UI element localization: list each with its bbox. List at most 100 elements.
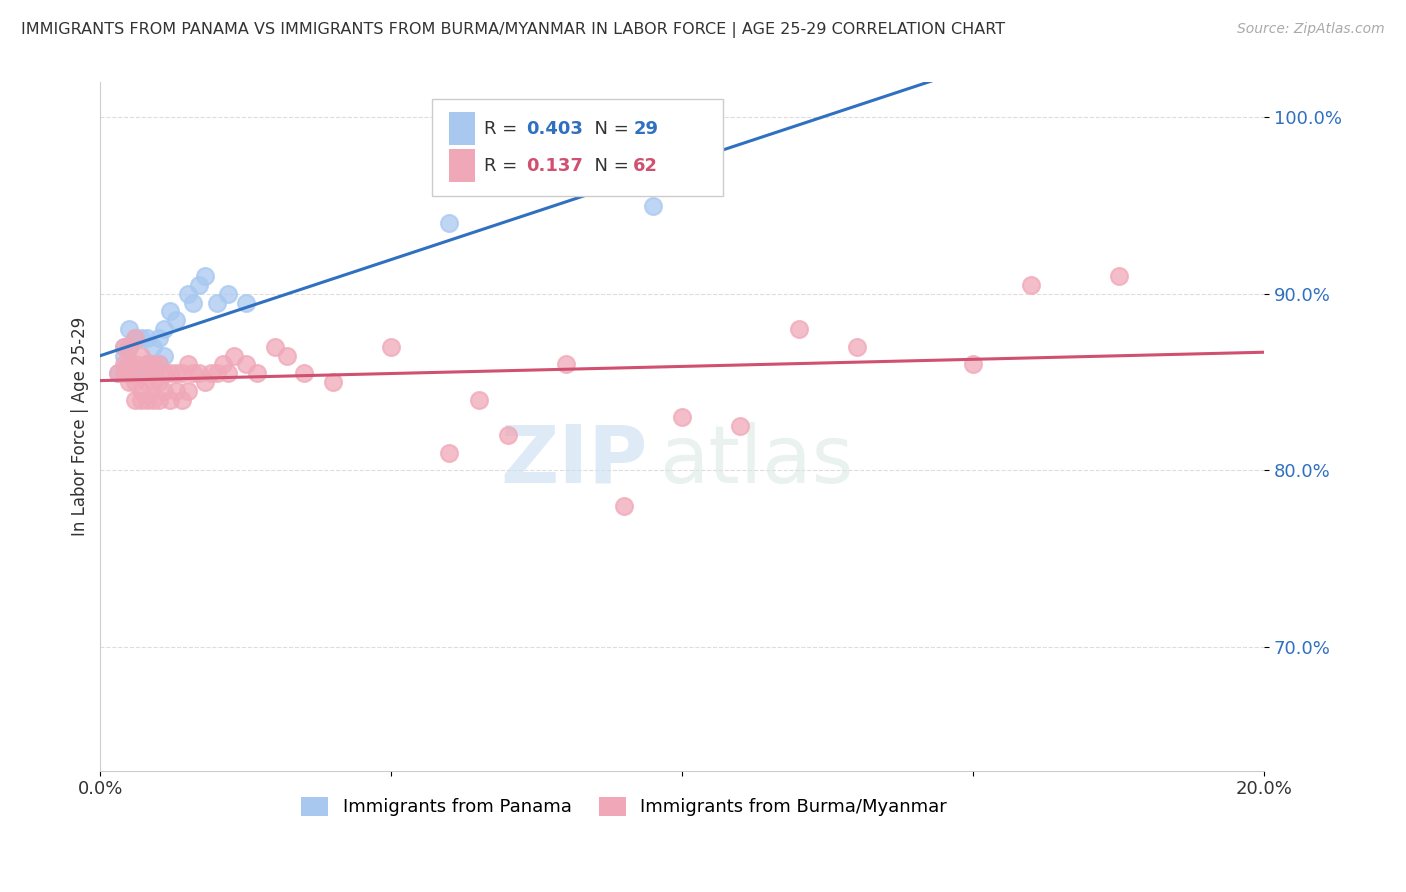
Point <box>112 340 135 354</box>
Point <box>194 375 217 389</box>
Point <box>176 286 198 301</box>
Point <box>153 367 176 381</box>
Point <box>124 392 146 407</box>
Point <box>217 286 239 301</box>
Point <box>165 367 187 381</box>
Point <box>142 340 165 354</box>
Point <box>118 340 141 354</box>
Text: 0.137: 0.137 <box>526 157 583 175</box>
Point <box>380 340 402 354</box>
Point <box>1108 269 1130 284</box>
Point <box>135 392 157 407</box>
Point <box>165 313 187 327</box>
Point <box>188 367 211 381</box>
Point <box>129 384 152 398</box>
Point <box>170 392 193 407</box>
Text: 29: 29 <box>633 120 658 137</box>
Text: N =: N = <box>583 157 634 175</box>
Point <box>135 358 157 372</box>
Text: R =: R = <box>485 157 523 175</box>
Point <box>643 198 665 212</box>
Point <box>224 349 246 363</box>
Text: 62: 62 <box>633 157 658 175</box>
Point <box>148 392 170 407</box>
Point <box>112 358 135 372</box>
Point <box>153 384 176 398</box>
Point <box>188 278 211 293</box>
Point <box>112 367 135 381</box>
Legend: Immigrants from Panama, Immigrants from Burma/Myanmar: Immigrants from Panama, Immigrants from … <box>294 789 955 823</box>
Point <box>467 392 489 407</box>
Point <box>159 367 181 381</box>
Point <box>235 295 257 310</box>
Point <box>153 322 176 336</box>
Point <box>148 358 170 372</box>
FancyBboxPatch shape <box>450 149 475 183</box>
Point <box>118 322 141 336</box>
Point <box>194 269 217 284</box>
Point <box>554 358 576 372</box>
Point <box>176 358 198 372</box>
Point <box>176 384 198 398</box>
Point <box>124 358 146 372</box>
Point <box>112 349 135 363</box>
Point <box>148 331 170 345</box>
Point <box>112 340 135 354</box>
Point <box>118 367 141 381</box>
Point <box>142 392 165 407</box>
Point <box>142 375 165 389</box>
Point <box>124 331 146 345</box>
Text: atlas: atlas <box>659 422 853 500</box>
Point <box>292 367 315 381</box>
Point <box>129 367 152 381</box>
Point <box>124 331 146 345</box>
Point <box>135 358 157 372</box>
Point <box>613 499 636 513</box>
Point <box>129 349 152 363</box>
Point <box>148 358 170 372</box>
Text: N =: N = <box>583 120 634 137</box>
Point <box>671 410 693 425</box>
Point <box>246 367 269 381</box>
Point <box>118 375 141 389</box>
Point <box>153 349 176 363</box>
Point <box>129 367 152 381</box>
Point <box>962 358 984 372</box>
Point <box>439 216 461 230</box>
FancyBboxPatch shape <box>450 112 475 145</box>
Point <box>276 349 298 363</box>
Point <box>118 358 141 372</box>
Point <box>787 322 810 336</box>
Text: Source: ZipAtlas.com: Source: ZipAtlas.com <box>1237 22 1385 37</box>
Point <box>107 367 129 381</box>
Point <box>148 375 170 389</box>
Point <box>135 375 157 389</box>
Y-axis label: In Labor Force | Age 25-29: In Labor Force | Age 25-29 <box>72 317 89 536</box>
Point <box>135 331 157 345</box>
Point <box>165 384 187 398</box>
Text: ZIP: ZIP <box>501 422 647 500</box>
Point <box>159 392 181 407</box>
Point <box>211 358 233 372</box>
Point <box>322 375 344 389</box>
Point <box>730 419 752 434</box>
Point <box>107 367 129 381</box>
Point <box>235 358 257 372</box>
Point <box>439 446 461 460</box>
Point <box>129 331 152 345</box>
Point <box>124 367 146 381</box>
Point <box>496 428 519 442</box>
Text: 0.403: 0.403 <box>526 120 583 137</box>
Point <box>118 340 141 354</box>
Point <box>183 295 205 310</box>
Point <box>200 367 222 381</box>
Point <box>1021 278 1043 293</box>
Point <box>264 340 287 354</box>
Point <box>205 295 228 310</box>
Text: R =: R = <box>485 120 523 137</box>
Point <box>118 358 141 372</box>
Point <box>170 367 193 381</box>
Point <box>183 367 205 381</box>
Point <box>142 358 165 372</box>
Point <box>142 367 165 381</box>
